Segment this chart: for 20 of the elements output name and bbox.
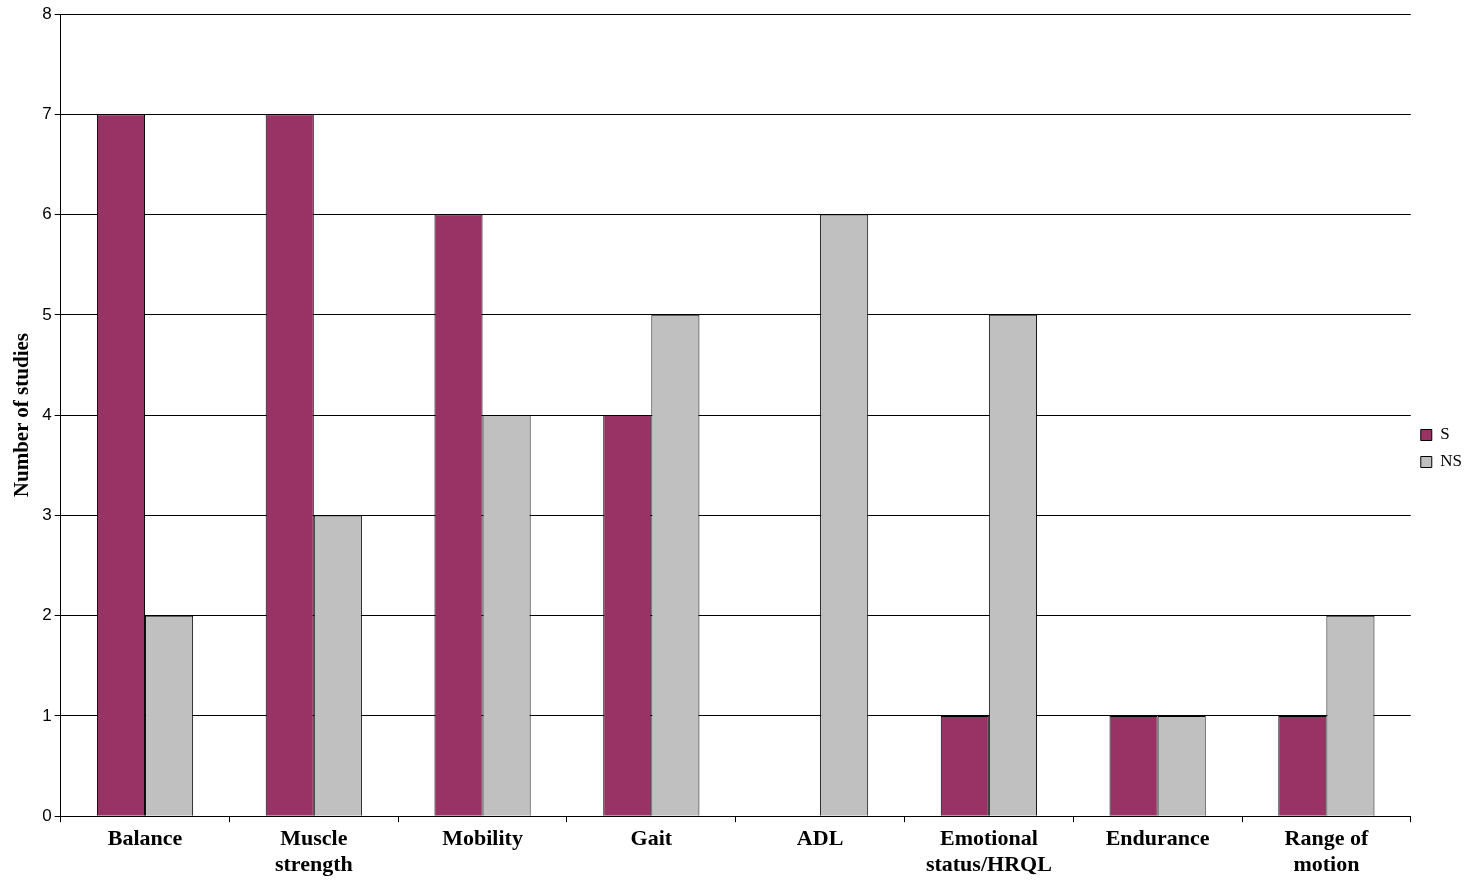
legend-label: S: [1440, 424, 1450, 444]
y-tick-label: 5: [42, 304, 52, 324]
y-axis-title: Number of studies: [9, 333, 34, 498]
y-tick-label: 1: [42, 705, 52, 725]
x-tick-label: Gait: [630, 825, 673, 851]
x-tick-label: Endurance: [1105, 825, 1210, 851]
legend-label: NS: [1440, 451, 1462, 471]
x-tick-label: Emotional status/HRQL: [925, 825, 1052, 877]
x-tick-label: Mobility: [442, 825, 523, 851]
y-tick-label: 4: [42, 404, 52, 424]
x-tick-label: Muscle strength: [274, 825, 353, 877]
x-tick-label: Range of motion: [1284, 825, 1369, 877]
y-tick-label: 7: [42, 103, 52, 123]
y-tick-label: 2: [42, 605, 52, 625]
y-tick-label: 0: [42, 805, 52, 825]
x-tick-label: ADL: [796, 825, 844, 851]
x-tick-label: Balance: [107, 825, 183, 851]
y-tick-label: 3: [42, 505, 52, 525]
y-tick-label: 8: [42, 3, 52, 23]
y-tick-label: 6: [42, 204, 52, 224]
